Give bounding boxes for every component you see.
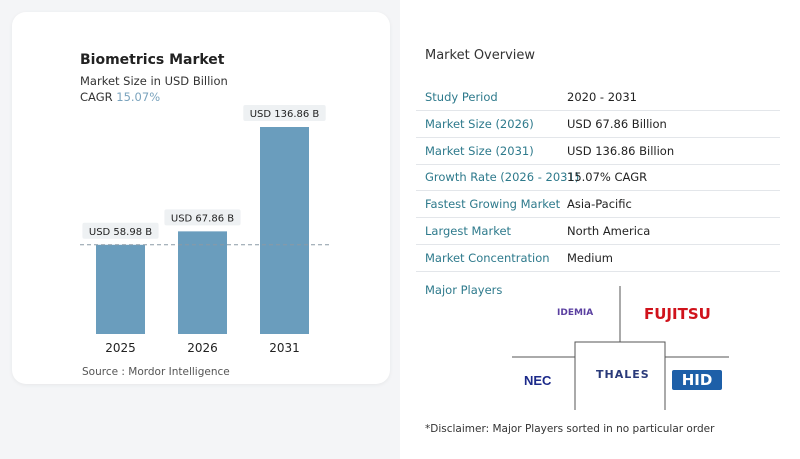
row-value: 15.07% CAGR: [567, 170, 648, 185]
overview-row: Market Size (2031) USD 136.86 Billion: [416, 138, 780, 165]
row-value: Asia-Pacific: [567, 197, 632, 212]
row-label: Growth Rate (2026 - 2031): [425, 170, 580, 185]
x-tick-label: 2026: [187, 341, 218, 355]
overview-row: Growth Rate (2026 - 2031) 15.07% CAGR: [416, 164, 780, 192]
row-value: Medium: [567, 250, 613, 265]
row-value: USD 67.86 Billion: [567, 116, 667, 131]
row-label: Fastest Growing Market: [425, 197, 561, 212]
logo-hid: HID: [672, 370, 722, 390]
row-label: Market Concentration: [425, 250, 550, 265]
overview-row: Market Size (2026) USD 67.86 Billion: [416, 111, 780, 138]
row-value: 2020 - 2031: [567, 90, 637, 104]
bar-2026: [178, 231, 227, 334]
bar-2025: [96, 244, 145, 334]
cagr-label: CAGR: [80, 90, 113, 104]
row-label: Study Period: [425, 90, 498, 104]
cagr-value: 15.07%: [116, 90, 161, 104]
source: Source : Mordor Intelligence: [82, 366, 230, 378]
logo-thales: THALES: [596, 368, 650, 381]
overview-row: Fastest Growing Market Asia-Pacific: [416, 191, 780, 219]
data-label: USD 136.86 B: [250, 109, 320, 120]
x-tick-label: 2031: [269, 341, 300, 355]
overview-panel: [400, 0, 800, 459]
data-label: USD 58.98 B: [89, 227, 152, 238]
overview-row: Study Period 2020 - 2031: [416, 84, 780, 111]
data-label-bg: [164, 209, 241, 226]
bar-chart: USD 58.98 B 2025 USD 67.86 B 2026 USD 136.86…: [80, 105, 330, 355]
data-label: USD 67.86 B: [171, 213, 234, 224]
x-tick-label: 2025: [105, 341, 136, 355]
bar-2031: [260, 127, 309, 334]
logo-idemia: IDEMIA: [557, 308, 594, 318]
logo-nec: NEC: [524, 373, 552, 388]
row-label: Largest Market: [425, 224, 512, 238]
major-players-label: Major Players: [425, 283, 503, 297]
logo-fujitsu: FUJITSU: [644, 305, 711, 323]
data-label-bg: [243, 105, 326, 121]
disclaimer: *Disclaimer: Major Players sorted in no …: [425, 423, 715, 435]
data-label-bg: [82, 222, 159, 239]
row-value: USD 136.86 Billion: [567, 143, 675, 158]
overview-title: Market Overview: [425, 48, 536, 63]
row-label: Market Size (2031): [425, 143, 534, 158]
chart-title: Biometrics Market: [80, 52, 225, 68]
players-grid: [512, 286, 729, 410]
overview-row: Largest Market North America: [416, 218, 780, 245]
row-label: Market Size (2026): [425, 116, 534, 131]
overview-row: Market Concentration Medium: [416, 245, 780, 272]
row-value: North America: [567, 224, 651, 238]
chart-subtitle: Market Size in USD Billion: [80, 74, 228, 88]
cagr: CAGR 15.07%: [80, 90, 160, 104]
